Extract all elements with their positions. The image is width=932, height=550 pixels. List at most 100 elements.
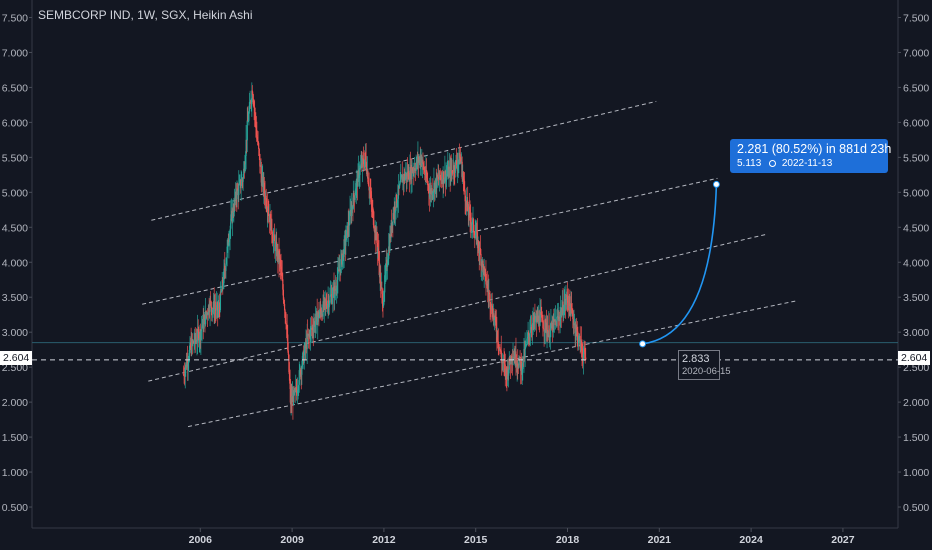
candle-body xyxy=(493,313,495,320)
x-tick-label: 2027 xyxy=(831,534,855,546)
candle-body xyxy=(412,168,414,173)
candle-body xyxy=(315,320,317,327)
price-projection-callout[interactable]: 2.281 (80.52%) in 881d 23h 5.113 2022-11… xyxy=(730,139,891,173)
candle-body xyxy=(384,275,386,293)
candle-body xyxy=(358,174,361,178)
candle-body xyxy=(288,372,291,381)
candle-body xyxy=(252,99,255,106)
candle-body xyxy=(348,223,351,226)
candle-body xyxy=(384,273,386,276)
candle-body xyxy=(479,248,482,254)
candle-body xyxy=(489,294,491,308)
candle-body xyxy=(361,158,363,168)
candle-body xyxy=(515,351,517,366)
candle-body xyxy=(563,312,565,315)
candle-body xyxy=(575,331,577,334)
candle-body xyxy=(266,206,268,209)
candle-body xyxy=(476,232,479,249)
candle-body xyxy=(511,356,513,362)
candle-body xyxy=(230,214,232,223)
candle-body xyxy=(313,325,315,332)
y-tick-label-left: 4.500 xyxy=(2,222,28,234)
candle-body xyxy=(217,310,219,312)
candle-body xyxy=(464,190,466,202)
candle-body xyxy=(440,177,442,181)
candle-body xyxy=(505,368,507,374)
candle-body xyxy=(378,251,380,263)
y-tick-label-left: 2.000 xyxy=(2,397,28,409)
candle-body xyxy=(336,279,338,290)
candle-body xyxy=(297,389,299,391)
candle-body xyxy=(345,230,348,240)
candle-body xyxy=(499,347,501,351)
y-tick-label-left: 3.000 xyxy=(2,327,28,339)
candle-body xyxy=(219,291,222,311)
candle-body xyxy=(214,308,216,310)
anchor-date: 2020-06-15 xyxy=(682,366,731,377)
y-tick-label-right: 5.500 xyxy=(903,152,929,164)
candle-body xyxy=(232,208,234,222)
candle-body xyxy=(233,212,235,213)
candle-body xyxy=(530,327,532,332)
candle-body xyxy=(421,163,423,166)
candle-body xyxy=(475,233,477,235)
x-tick-label: 2018 xyxy=(556,534,580,546)
candle-body xyxy=(191,339,193,353)
candle-body xyxy=(414,168,416,171)
candle-body xyxy=(576,327,578,330)
candle-body xyxy=(412,170,414,173)
candle-body xyxy=(252,93,254,100)
candle-body xyxy=(581,348,583,351)
candle-body xyxy=(422,159,424,165)
candle-body xyxy=(286,328,288,335)
candle-body xyxy=(387,258,389,264)
candle-body xyxy=(500,350,502,358)
candle-body xyxy=(408,170,410,180)
x-tick-label: 2009 xyxy=(280,534,304,546)
candle-body xyxy=(214,308,216,314)
candle-body xyxy=(336,289,338,291)
candle-body xyxy=(559,315,561,322)
candle-body xyxy=(534,318,537,322)
candle-body xyxy=(539,313,541,326)
candle-body xyxy=(487,284,489,290)
candle-body xyxy=(210,300,212,302)
candle-body xyxy=(544,330,546,332)
candle-body xyxy=(400,176,402,183)
candle-body xyxy=(526,338,528,345)
candle-body xyxy=(221,279,223,291)
candle-body xyxy=(295,387,297,391)
y-tick-label-right: 6.500 xyxy=(903,82,929,94)
candle-body xyxy=(443,171,445,183)
candle-body xyxy=(512,357,514,361)
candle-body xyxy=(289,389,292,405)
candle-body xyxy=(226,246,228,258)
candle-body xyxy=(284,310,286,314)
candle-body xyxy=(301,366,303,375)
candle-body xyxy=(534,315,536,322)
candle-body xyxy=(448,169,450,178)
candle-body xyxy=(521,362,523,375)
projection-curve xyxy=(642,184,718,345)
candle-body xyxy=(282,289,284,300)
y-tick-label-right: 4.000 xyxy=(903,257,929,269)
candle-body xyxy=(411,168,413,179)
candle-body xyxy=(428,186,430,193)
projection-target: 5.113 2022-11-13 xyxy=(737,158,832,169)
chart-title: SEMBCORP IND, 1W, SGX, Heikin Ashi xyxy=(38,8,253,22)
candle-body xyxy=(271,218,273,235)
candle-body xyxy=(265,195,267,207)
candle-body xyxy=(229,229,231,239)
trend-channel-line xyxy=(151,100,657,221)
candle-body xyxy=(283,299,285,304)
candle-body xyxy=(547,332,549,337)
candle-body xyxy=(240,185,242,189)
candle-body xyxy=(355,183,357,192)
candle-body xyxy=(292,390,295,405)
candle-body xyxy=(373,224,375,230)
candle-body xyxy=(325,301,327,306)
candle-body xyxy=(334,285,336,291)
candle-body xyxy=(432,191,434,194)
candle-body xyxy=(251,90,253,103)
